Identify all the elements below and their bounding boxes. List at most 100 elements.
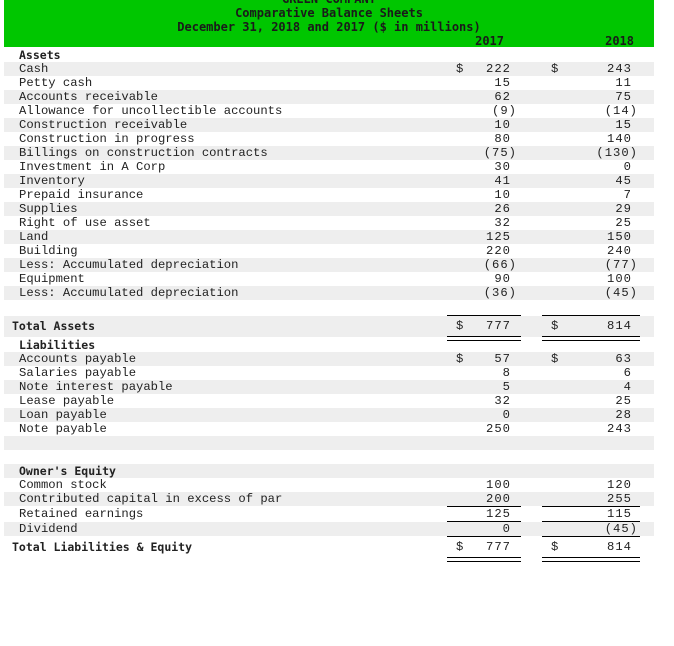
row-label: Right of use asset	[19, 216, 151, 230]
total-rule-2017	[447, 315, 521, 316]
value-2018: 0	[623, 160, 632, 174]
table-row: Billings on construction contracts (75) …	[4, 146, 654, 160]
value-2017: (9)	[492, 104, 517, 118]
value-2017: 220	[486, 244, 511, 258]
liabilities-heading-row: Liabilities	[4, 338, 654, 352]
row-label: Investment in A Corp	[19, 160, 166, 174]
row-label: Equipment	[19, 272, 85, 286]
value-2018: 15	[615, 118, 632, 132]
value-2017: 0	[502, 408, 511, 422]
section-heading: Owner's Equity	[19, 464, 116, 478]
row-label: Less: Accumulated depreciation	[19, 286, 239, 300]
double-rule-2018	[542, 336, 640, 341]
subtotal-rule-2017	[447, 506, 521, 507]
double-rule-2017	[447, 557, 521, 562]
table-row: Less: Accumulated depreciation (36) (45)	[4, 286, 654, 300]
table-row: Salaries payable 8 6	[4, 366, 654, 380]
value-2018: 240	[607, 244, 632, 258]
value-2018: 115	[607, 507, 632, 521]
dollar-sign: $	[456, 540, 464, 554]
total-assets-2017: 777	[486, 319, 511, 333]
value-2018: 4	[623, 380, 632, 394]
row-label: Land	[19, 230, 49, 244]
table-row: Construction in progress 80 140	[4, 132, 654, 146]
table-row: Construction receivable 10 15	[4, 118, 654, 132]
row-label: Prepaid insurance	[19, 188, 144, 202]
value-2017: 125	[486, 230, 511, 244]
value-2017: (36)	[483, 286, 517, 300]
value-2018: 7	[623, 188, 632, 202]
value-2018: 25	[615, 394, 632, 408]
table-row: Building 220 240	[4, 244, 654, 258]
value-2018: (45)	[604, 522, 638, 536]
row-label: Cash	[19, 62, 49, 76]
value-2018: (77)	[604, 258, 638, 272]
report-subtitle: December 31, 2018 and 2017 ($ in million…	[177, 20, 481, 34]
row-label: Billings on construction contracts	[19, 146, 268, 160]
total-assets-label: Total Assets	[12, 319, 96, 333]
table-row: Note interest payable 5 4	[4, 380, 654, 394]
value-2018: (130)	[596, 146, 638, 160]
balance-sheet-header: GREEN COMPANY Comparative Balance Sheets…	[4, 0, 654, 47]
section-heading: Liabilities	[19, 338, 96, 352]
total-assets-2018: 814	[607, 319, 632, 333]
table-row: Cash $ 222 $ 243	[4, 62, 654, 76]
total-liabilities-equity-label: Total Liabilities & Equity	[12, 540, 193, 554]
row-label: Salaries payable	[19, 366, 137, 380]
row-label: Inventory	[19, 174, 85, 188]
value-2018: 75	[615, 90, 632, 104]
value-2018: (45)	[604, 286, 638, 300]
table-row: Accounts payable $ 57 $ 63	[4, 352, 654, 366]
report-title: Comparative Balance Sheets	[235, 6, 423, 20]
value-2017: 15	[494, 76, 511, 90]
value-2017: 30	[494, 160, 511, 174]
subtotal-rule-2018	[542, 521, 640, 522]
row-label: Note payable	[19, 422, 107, 436]
row-label: Supplies	[19, 202, 78, 216]
table-row: Investment in A Corp 30 0	[4, 160, 654, 174]
value-2017: 10	[494, 118, 511, 132]
value-2017: 200	[486, 492, 511, 506]
row-label: Accounts receivable	[19, 90, 158, 104]
assets-heading-row: Assets	[4, 48, 654, 62]
dollar-sign: $	[551, 62, 559, 76]
value-2017: 32	[494, 216, 511, 230]
dollar-sign: $	[551, 540, 559, 554]
table-row: Dividend 0 (45)	[4, 522, 654, 536]
value-2018: 150	[607, 230, 632, 244]
value-2017: 62	[494, 90, 511, 104]
table-row: Retained earnings 125 115	[4, 507, 654, 521]
row-label: Dividend	[19, 522, 78, 536]
row-label: Construction receivable	[19, 118, 188, 132]
table-row: Right of use asset 32 25	[4, 216, 654, 230]
total-liabilities-equity-row: Total Liabilities & Equity $ 777 $ 814	[4, 538, 654, 556]
subtotal-rule-2017	[447, 521, 521, 522]
dollar-sign: $	[456, 319, 464, 333]
value-2017: 57	[494, 352, 511, 366]
value-2017: 222	[486, 62, 511, 76]
company-name: GREEN COMPANY	[4, 0, 654, 6]
value-2017: 41	[494, 174, 511, 188]
value-2017: 250	[486, 422, 511, 436]
section-heading: Assets	[19, 48, 61, 62]
total-rule-2018	[542, 536, 640, 537]
value-2018: 25	[615, 216, 632, 230]
value-2018: 63	[615, 352, 632, 366]
value-2018: 29	[615, 202, 632, 216]
value-2017: 10	[494, 188, 511, 202]
value-2018: 140	[607, 132, 632, 146]
column-header-2018: 2018	[605, 34, 634, 47]
row-label: Petty cash	[19, 76, 93, 90]
blank-row	[4, 436, 654, 450]
row-label: Loan payable	[19, 408, 107, 422]
value-2018: 45	[615, 174, 632, 188]
value-2017: 80	[494, 132, 511, 146]
value-2017: 0	[502, 522, 511, 536]
row-label: Accounts payable	[19, 352, 137, 366]
table-row: Contributed capital in excess of par 200…	[4, 492, 654, 506]
table-row: Land 125 150	[4, 230, 654, 244]
value-2017: 90	[494, 272, 511, 286]
subtotal-rule-2018	[542, 506, 640, 507]
row-label: Building	[19, 244, 78, 258]
column-header-2017: 2017	[475, 34, 504, 47]
